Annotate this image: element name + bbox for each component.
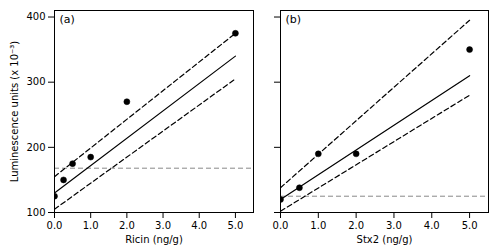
svg-text:2.0: 2.0 [119,220,135,231]
svg-text:1.0: 1.0 [310,220,326,231]
svg-text:(b): (b) [286,13,302,26]
svg-text:0.0: 0.0 [273,220,289,231]
svg-text:5.0: 5.0 [462,220,478,231]
svg-text:4.0: 4.0 [191,220,207,231]
svg-text:3.0: 3.0 [155,220,171,231]
svg-text:100: 100 [26,207,45,218]
svg-text:Ricin (ng/g): Ricin (ng/g) [125,234,183,245]
svg-text:0.0: 0.0 [47,220,63,231]
svg-text:3.0: 3.0 [386,220,402,231]
svg-text:4.0: 4.0 [424,220,440,231]
svg-text:5.0: 5.0 [227,220,243,231]
svg-text:Luminescence units (x 10⁻³): Luminescence units (x 10⁻³) [9,41,20,183]
svg-text:(a): (a) [60,13,75,26]
svg-text:200: 200 [26,142,45,153]
svg-text:400: 400 [26,11,45,22]
svg-text:2.0: 2.0 [348,220,364,231]
svg-text:1.0: 1.0 [83,220,99,231]
svg-text:300: 300 [26,76,45,87]
svg-text:Stx2 (ng/g): Stx2 (ng/g) [357,234,413,245]
